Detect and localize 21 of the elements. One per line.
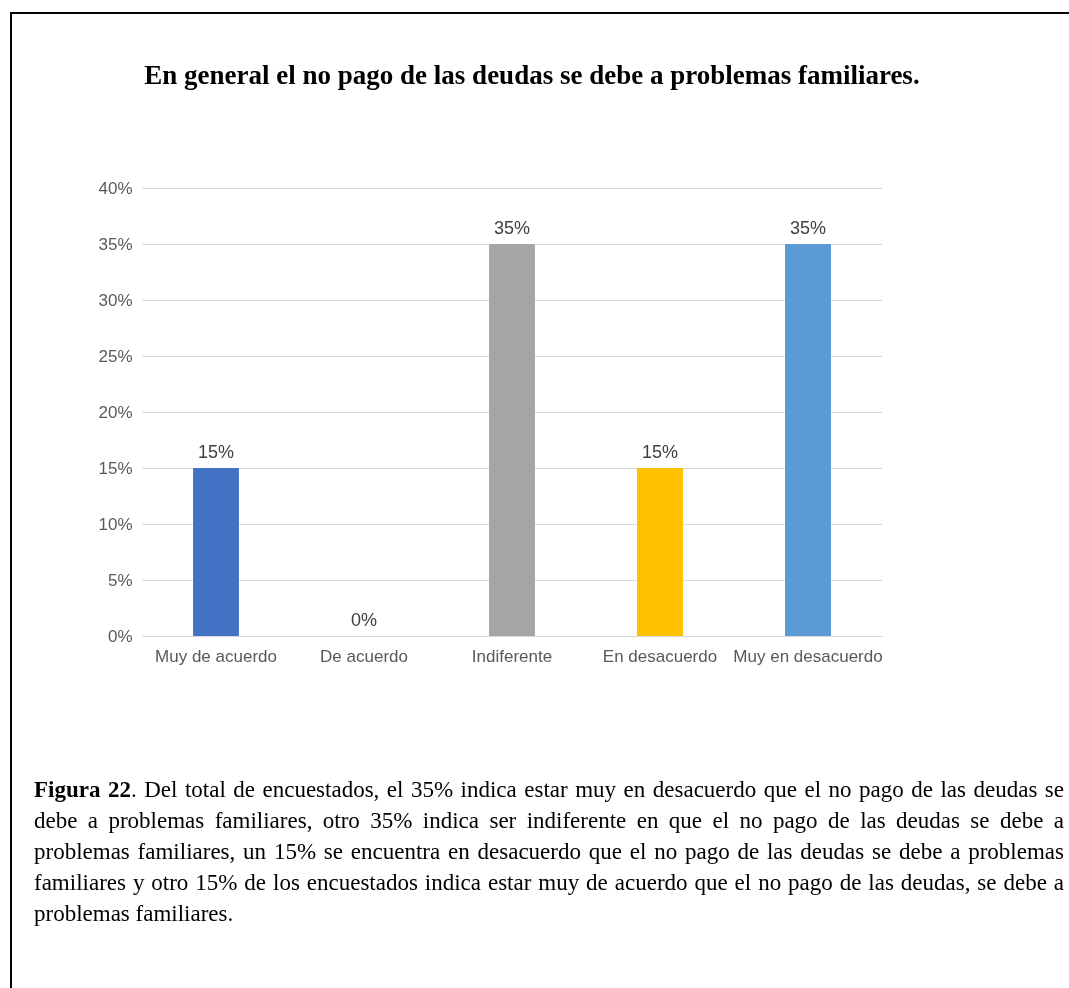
y-tick-label: 30% [98, 290, 133, 310]
x-tick-label: De acuerdo [320, 646, 408, 666]
data-label: 35% [493, 218, 531, 238]
y-tick-label: 25% [98, 346, 133, 366]
y-tick-label: 0% [107, 626, 133, 646]
data-label: 15% [197, 442, 235, 462]
y-tick-label: 15% [98, 458, 133, 478]
chart-title: En general el no pago de las deudas se debe a problemas familiares. [143, 59, 921, 92]
data-label: 35% [789, 218, 827, 238]
y-tick-label: 20% [98, 402, 133, 422]
y-tick-label: 35% [98, 234, 133, 254]
x-tick-label: Indiferente [471, 646, 553, 666]
y-tick-label: 5% [107, 570, 133, 590]
y-tick-label: 40% [98, 178, 133, 198]
y-tick-label: 10% [98, 514, 133, 534]
data-label: 0% [350, 610, 378, 630]
x-tick-label: Muy de acuerdo [155, 646, 277, 666]
x-tick-label: En desacuerdo [602, 646, 718, 666]
text: Figura 22. Del total de encuestados, el 35% indica estar muy en desacuerdo que el no pago de las deudas se debe a problemas familiares, otro 35% indica ser indiferente en que el no pago de las deudas se debe a problemas familiares, un 15% se encuentra en desacuerdo que el no pago de las deudas se debe a problemas familiares y otro 15% de los encuestados indica estar muy de acuerdo que el no pago de las deudas, se debe a problemas familiares. [34, 776, 1064, 928]
data-label: 15% [641, 442, 679, 462]
x-tick-label: Muy en desacuerdo [733, 646, 883, 666]
